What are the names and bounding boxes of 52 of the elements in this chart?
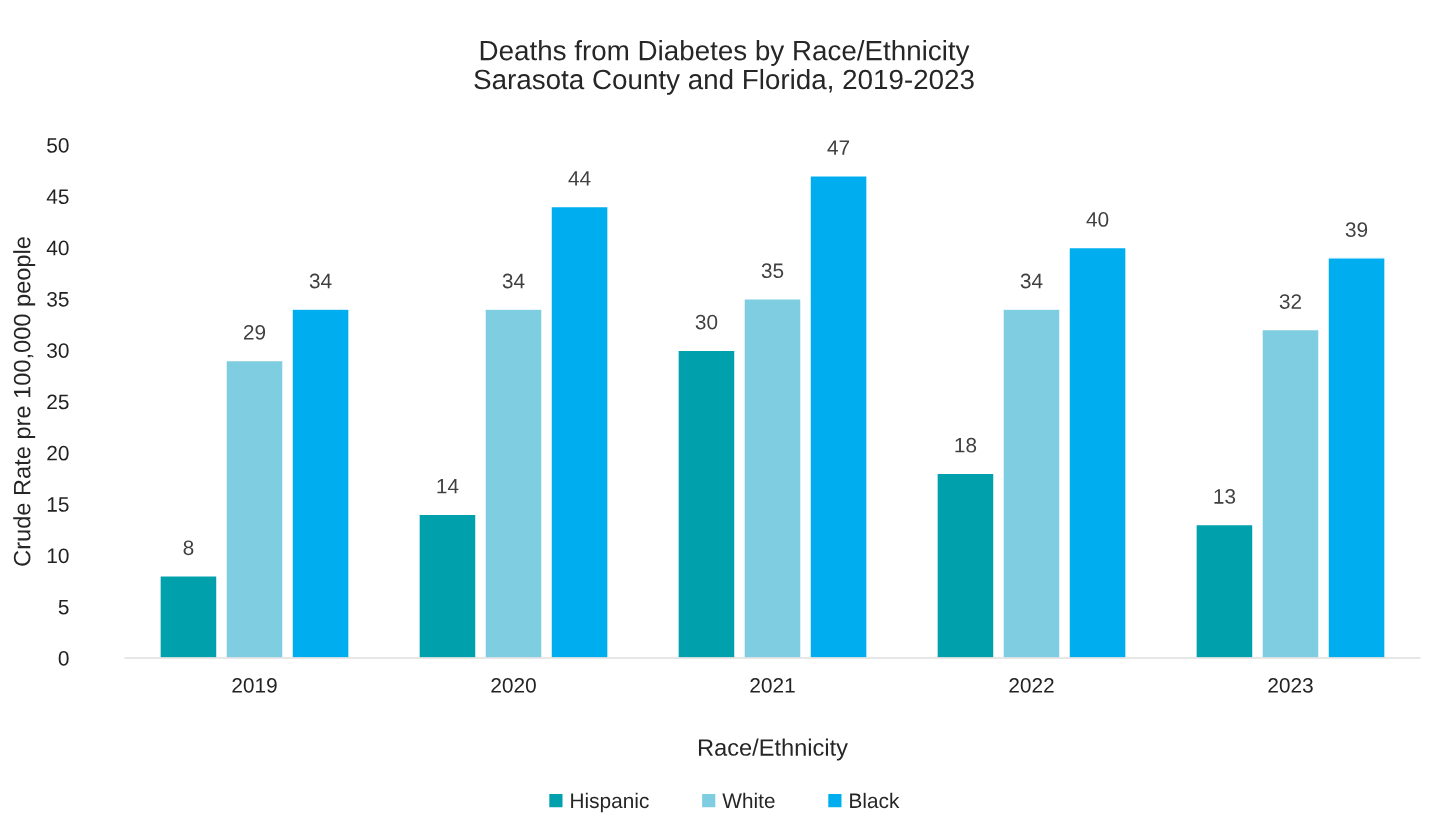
x-tick-label: 2019 xyxy=(232,677,277,693)
data-label: 47 xyxy=(827,140,850,155)
data-label: 18 xyxy=(955,437,977,453)
y-tick-label: 20 xyxy=(47,445,69,461)
chart-title: Deaths from Diabetes by Race/Ethnicity Sarasota County and Florida, 2019-2023 xyxy=(474,40,974,95)
x-tick-label: 2020 xyxy=(491,677,536,693)
bar xyxy=(291,308,350,658)
legend-label: White xyxy=(722,792,775,809)
bar xyxy=(809,175,868,658)
legend-label: Black xyxy=(850,792,900,809)
bar xyxy=(1261,328,1320,658)
legend-label: Hispanic xyxy=(571,792,649,813)
bar xyxy=(1327,257,1386,658)
bar xyxy=(418,513,477,658)
x-tick-label: 2023 xyxy=(1268,677,1313,693)
bar xyxy=(550,205,609,658)
bar xyxy=(743,298,802,658)
bar xyxy=(677,349,736,658)
x-axis-title: Race/Ethnicity xyxy=(698,738,848,761)
data-label: 13 xyxy=(1214,489,1236,504)
y-tick-label: 40 xyxy=(46,240,69,256)
y-tick-label: 15 xyxy=(47,497,69,512)
bar xyxy=(225,359,284,658)
y-tick-label: 10 xyxy=(47,548,69,564)
data-label: 32 xyxy=(1279,294,1302,309)
data-label: 30 xyxy=(695,314,718,330)
data-label: 39 xyxy=(1345,222,1368,238)
y-tick-label: 0 xyxy=(58,651,69,666)
data-label: 14 xyxy=(437,479,459,494)
data-label: 34 xyxy=(1020,273,1043,289)
y-tick-label: 25 xyxy=(47,394,69,410)
bar xyxy=(1002,308,1061,658)
y-axis-title: Crude Rate pre 100,000 people xyxy=(13,237,36,566)
y-tick-label: 35 xyxy=(47,291,69,307)
data-label: 34 xyxy=(502,273,525,289)
y-tick-label: 5 xyxy=(58,599,69,615)
bar xyxy=(936,472,995,658)
y-tick-label: 30 xyxy=(47,343,69,358)
bar xyxy=(484,308,543,658)
y-tick-label: 50 xyxy=(47,138,69,153)
y-tick-label: 45 xyxy=(46,189,69,205)
bar xyxy=(1195,523,1254,658)
data-label: 29 xyxy=(243,324,266,340)
data-label: 8 xyxy=(183,540,194,556)
x-tick-label: 2021 xyxy=(750,677,795,693)
x-tick-label: 2022 xyxy=(1009,677,1054,693)
data-label: 44 xyxy=(568,171,591,186)
data-label: 34 xyxy=(309,273,332,289)
data-label: 35 xyxy=(761,263,784,279)
bar xyxy=(1068,246,1127,658)
data-label: 40 xyxy=(1086,212,1109,227)
bar xyxy=(159,575,218,658)
